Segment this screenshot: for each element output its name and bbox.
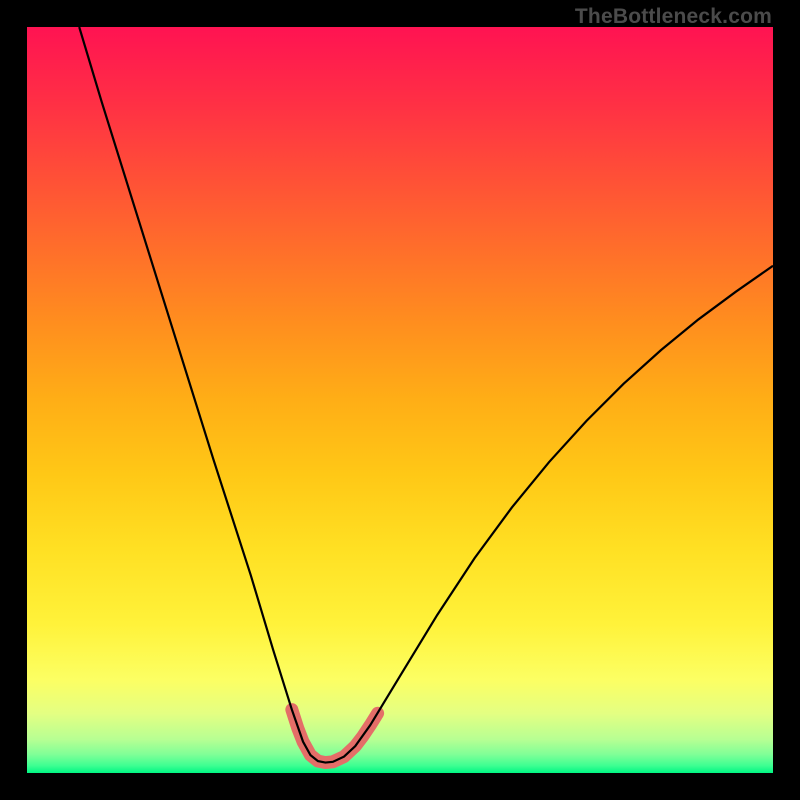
watermark-label: TheBottleneck.com: [575, 5, 772, 29]
chart-frame: TheBottleneck.com: [0, 0, 800, 800]
plot-area: [27, 27, 773, 773]
main-curve-path: [79, 27, 773, 763]
optimum-highlight-path: [292, 710, 378, 763]
curve-layer: [27, 27, 773, 773]
